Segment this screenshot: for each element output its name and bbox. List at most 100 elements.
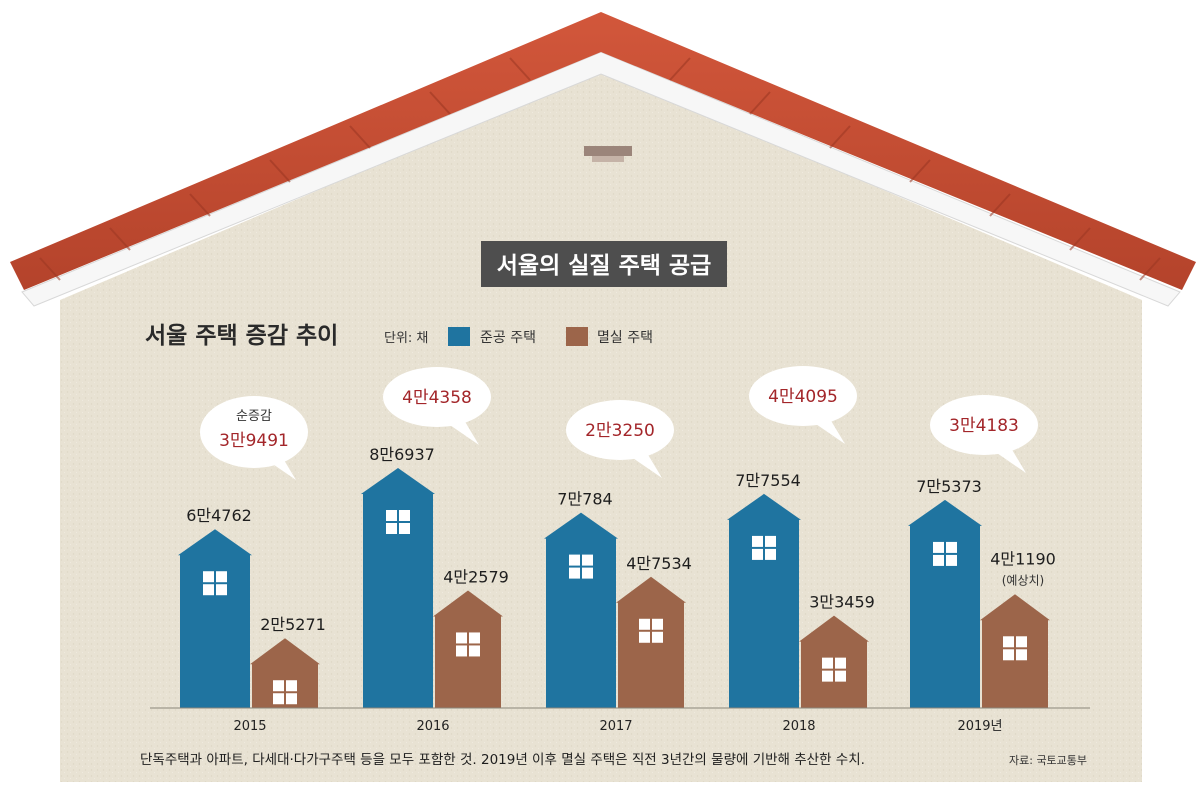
bubble-shape — [566, 400, 674, 460]
footnote: 단독주택과 아파트, 다세대·다가구주택 등을 모두 포함한 것. 2019년 … — [140, 752, 865, 768]
bubble-shape — [200, 396, 308, 468]
bar-completed-2019년-window-icon — [933, 541, 957, 566]
net-change-label-2015: 3만9491 — [219, 431, 289, 451]
net-change-label-2018: 4만4095 — [768, 387, 838, 407]
value-label-demolished-2015: 2만5271 — [260, 615, 326, 634]
bar-demolished-2017 — [616, 576, 686, 708]
value-label-completed-2018: 7만7554 — [735, 471, 801, 490]
legend-swatch-demolished — [566, 327, 588, 346]
net-change-bubble-2017 — [566, 400, 674, 478]
value-label-demolished-2018: 3만3459 — [809, 593, 875, 612]
window-pane — [469, 632, 480, 644]
window-pane — [639, 618, 650, 630]
window-pane — [582, 554, 593, 566]
legend-swatch-completed — [448, 327, 470, 346]
window-pane — [386, 523, 397, 534]
wall-vent-icon — [584, 146, 632, 162]
source-credit: 자료: 국토교통부 — [1009, 754, 1087, 767]
bubble-tail — [994, 443, 1026, 473]
bar-completed-2018 — [727, 493, 801, 708]
window-pane — [835, 657, 846, 669]
chart-unit: 단위: 채 — [384, 331, 428, 346]
bar-completed-2017 — [544, 512, 618, 708]
net-change-label-2017: 2만3250 — [585, 421, 655, 441]
window-pane — [582, 567, 593, 579]
bubble-tail — [630, 448, 662, 478]
x-tick-label-2015: 2015 — [233, 719, 266, 734]
net-change-bubble-2019년 — [930, 395, 1038, 473]
window-pane — [1003, 636, 1014, 648]
bubble-shape — [383, 367, 491, 427]
window-pane — [569, 567, 580, 579]
bar-demolished-2019년 — [980, 594, 1050, 708]
window-pane — [286, 693, 297, 705]
value-label-demolished-2016: 4만2579 — [443, 567, 509, 586]
chart-title: 서울 주택 증감 추이 — [145, 323, 338, 349]
bar-completed-2018-window-icon — [752, 535, 776, 560]
net-change-label-2016: 4만4358 — [402, 388, 472, 408]
window-pane — [456, 645, 467, 657]
window-pane — [752, 535, 763, 547]
x-tick-label-2019년: 2019년 — [957, 719, 1002, 734]
window-pane — [652, 631, 663, 643]
banner-title: 서울의 실질 주택 공급 — [497, 253, 711, 279]
bar-completed-2016-window-icon — [386, 510, 410, 534]
window-pane — [273, 680, 284, 692]
value-label-completed-2016: 8만6937 — [369, 445, 435, 464]
window-pane — [386, 510, 397, 521]
window-pane — [946, 554, 957, 566]
bar-completed-2017-window-icon — [569, 554, 593, 579]
legend-label-completed: 준공 주택 — [480, 330, 536, 346]
net-change-caption: 순증감 — [236, 409, 272, 424]
window-pane — [399, 523, 410, 534]
window-pane — [1003, 649, 1014, 661]
x-tick-label-2016: 2016 — [416, 719, 449, 734]
window-pane — [399, 510, 410, 521]
window-pane — [456, 632, 467, 644]
net-change-bubble-2018 — [749, 366, 857, 444]
bar-demolished-2018-window-icon — [822, 657, 846, 682]
window-pane — [822, 657, 833, 669]
banner-box — [481, 241, 727, 287]
window-pane — [216, 584, 227, 596]
value-label-demolished-2019년: 4만1190 — [990, 549, 1056, 568]
window-pane — [933, 554, 944, 566]
net-change-label-2019년: 3만4183 — [949, 416, 1019, 436]
window-pane — [1016, 636, 1027, 648]
window-pane — [569, 554, 580, 566]
bubble-tail — [447, 415, 479, 445]
window-pane — [203, 571, 214, 583]
bubble-shape — [749, 366, 857, 426]
net-change-bubble-2016 — [383, 367, 491, 445]
value-label-completed-2015: 6만4762 — [186, 506, 252, 525]
bar-demolished-2017-window-icon — [639, 618, 663, 643]
window-pane — [752, 548, 763, 560]
window-pane — [639, 631, 650, 643]
bar-demolished-2015 — [250, 638, 320, 708]
value-label-completed-2017: 7만784 — [557, 490, 612, 509]
bubble-shape — [930, 395, 1038, 455]
bar-demolished-2016 — [433, 590, 503, 708]
window-pane — [273, 693, 284, 705]
window-pane — [203, 584, 214, 596]
bubble-tail — [813, 414, 845, 444]
window-pane — [286, 680, 297, 692]
value-label-demolished-2017: 4만7534 — [626, 554, 692, 573]
window-pane — [822, 670, 833, 682]
window-pane — [469, 645, 480, 657]
bar-demolished-2018 — [799, 615, 869, 708]
bar-completed-2019년 — [908, 499, 982, 708]
window-pane — [216, 571, 227, 583]
window-pane — [946, 541, 957, 553]
chart-bars: 6만4762 2만5271 2015 순증감 3만9491 8만6937 4만2579 201… — [178, 366, 1056, 734]
bar-completed-2016 — [361, 468, 435, 708]
window-pane — [1016, 649, 1027, 661]
window-pane — [835, 670, 846, 682]
roof-tile-ridges — [39, 57, 1161, 281]
bubble-tail — [264, 450, 296, 480]
bar-demolished-2016-window-icon — [456, 632, 480, 657]
legend-label-demolished: 멸실 주택 — [597, 330, 653, 346]
estimate-note: (예상치) — [1002, 573, 1044, 587]
net-change-bubble-2015 — [200, 396, 308, 480]
